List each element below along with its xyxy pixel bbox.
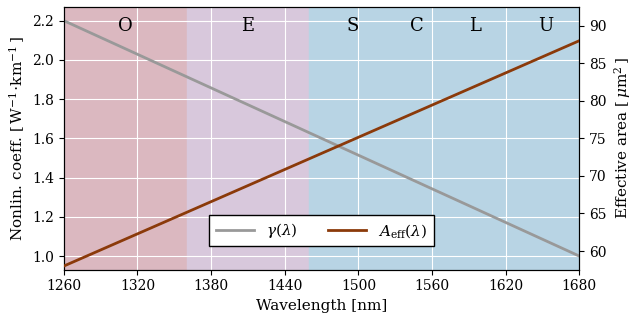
Text: U: U (538, 18, 553, 36)
Y-axis label: Nonlin. coeff. $[\,\mathrm{W}^{-1}\!\cdot\!\mathrm{km}^{-1}\,]$: Nonlin. coeff. $[\,\mathrm{W}^{-1}\!\cdo… (7, 36, 27, 241)
Text: C: C (410, 18, 424, 36)
Y-axis label: Effective area $[\,\mu\mathrm{m}^2\,]$: Effective area $[\,\mu\mathrm{m}^2\,]$ (612, 57, 633, 219)
Bar (64, 7, 187, 270)
Text: E: E (241, 18, 255, 36)
Text: L: L (469, 18, 481, 36)
Bar (309, 7, 395, 270)
X-axis label: Wavelength [nm]: Wavelength [nm] (256, 299, 387, 313)
Legend: $\gamma(\lambda)$, $A_{\mathrm{eff}}(\lambda)$: $\gamma(\lambda)$, $A_{\mathrm{eff}}(\la… (209, 215, 434, 246)
Bar (512, 7, 579, 270)
Text: O: O (118, 18, 132, 36)
Bar (395, 7, 438, 270)
Text: S: S (346, 18, 358, 36)
Bar (187, 7, 309, 270)
Bar (438, 7, 512, 270)
